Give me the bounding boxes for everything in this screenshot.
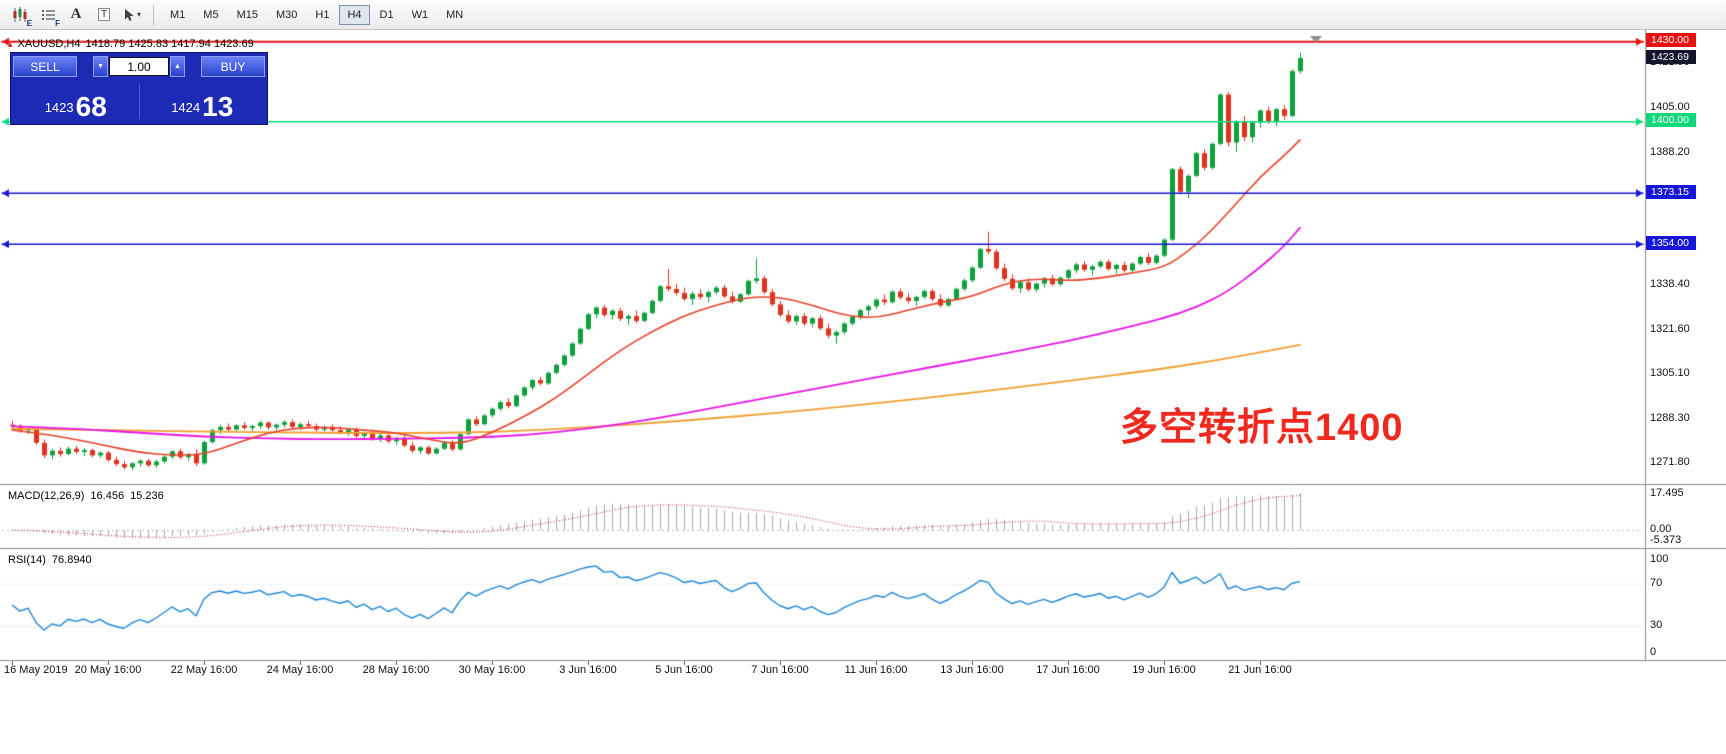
timeframe-d1[interactable]: D1 [372, 5, 402, 25]
buy-price-small: 1424 [171, 100, 201, 115]
timeframe-m5[interactable]: M5 [195, 5, 226, 25]
rsi-scale-label: 100 [1650, 553, 1669, 565]
chart-annotation[interactable]: 多空转折点1400 [1120, 407, 1404, 449]
buy-price: 1424 13 [140, 90, 266, 122]
timeframe-m15[interactable]: M15 [229, 5, 266, 25]
timeframe-h1[interactable]: H1 [307, 5, 337, 25]
dropdown-caret-icon: ▾ [136, 10, 141, 19]
timeframe-h4[interactable]: H4 [339, 4, 370, 25]
time-axis-label: 11 Jun 16:00 [844, 664, 908, 676]
time-axis[interactable] [0, 661, 1645, 683]
buy-price-big: 13 [202, 90, 234, 122]
buy-button[interactable]: BUY [201, 56, 265, 77]
timeframe-m1[interactable]: M1 [162, 5, 193, 25]
sell-price-big: 68 [75, 90, 107, 122]
timeframe-w1[interactable]: W1 [404, 5, 437, 25]
bid-price-badge: 1423.69 [1646, 50, 1696, 65]
toolbar-icon-group: E F A T ▾ [6, 4, 146, 28]
macd-scale-label: 17.495 [1650, 487, 1684, 499]
chart-title: ▴ XAUUSD,H4 1418.79 1425.83 1417.94 1423… [8, 38, 254, 50]
price-divider [138, 83, 140, 119]
rsi-label: RSI(14) 76.8940 [8, 554, 92, 566]
trade-panel-controls: SELL ▼ ▲ BUY [13, 55, 265, 78]
timeframe-mn[interactable]: MN [438, 5, 471, 25]
level-price-badge: 1430.00 [1646, 33, 1696, 48]
time-axis-label: 30 May 16:00 [458, 664, 526, 676]
volume-up-button[interactable]: ▲ [170, 56, 185, 77]
arrow-up-icon: ▲ [174, 63, 181, 70]
price-axis-tick: 1338.40 [1650, 278, 1690, 291]
level-price-badge: 1400.00 [1646, 113, 1696, 128]
sell-price: 1423 68 [13, 90, 139, 122]
time-axis-label: 3 Jun 16:00 [559, 664, 617, 676]
price-axis-tick: 1321.60 [1650, 322, 1690, 335]
time-axis-label: 20 May 16:00 [74, 664, 142, 676]
macd-signal-value: 15.236 [130, 490, 164, 502]
arrow-down-icon: ▼ [97, 63, 104, 70]
volume-control: ▼ ▲ [80, 56, 198, 77]
sell-price-small: 1423 [44, 100, 74, 115]
icon-sub-label: F [55, 18, 60, 28]
level-price-badge: 1354.00 [1646, 235, 1696, 250]
chart-canvas[interactable] [0, 30, 1726, 754]
timeframe-group: M1 M5 M15 M30 H1 H4 D1 W1 MN [161, 4, 472, 25]
trade-panel-prices: 1423 68 1424 13 [13, 78, 265, 122]
one-click-trading-panel: SELL ▼ ▲ BUY 1423 68 1424 13 [10, 52, 268, 125]
symbol-marker-icon: ▴ [8, 38, 13, 49]
price-axis-tick: 1271.80 [1650, 455, 1690, 468]
macd-label: MACD(12,26,9) 16.456 15.236 [8, 490, 164, 502]
level-price-badge: 1373.15 [1646, 184, 1696, 199]
toolbar-separator [153, 4, 154, 25]
volume-down-button[interactable]: ▼ [93, 56, 108, 77]
time-axis-label: 21 Jun 16:00 [1228, 664, 1292, 676]
volume-input[interactable] [109, 57, 169, 76]
price-axis-tick: 1388.20 [1650, 145, 1690, 158]
toolbar: E F A T ▾ M1 M5 M15 M30 H1 H4 D1 W1 MN [0, 0, 1726, 30]
timeframe-m30[interactable]: M30 [268, 5, 305, 25]
rsi-value: 76.8940 [51, 554, 92, 566]
time-axis-label: 7 Jun 16:00 [751, 664, 809, 676]
macd-scale-label: -5.373 [1650, 534, 1682, 546]
time-axis-label: 13 Jun 16:00 [940, 664, 1004, 676]
time-axis-label: 17 Jun 16:00 [1036, 664, 1100, 676]
time-axis-label: 24 May 16:00 [266, 664, 334, 676]
rsi-name: RSI(14) [8, 554, 46, 566]
macd-name: MACD(12,26,9) [8, 490, 85, 502]
rsi-scale-label: 30 [1650, 619, 1663, 632]
chart-ohlc-values: 1418.79 1425.83 1417.94 1423.69 [85, 38, 254, 50]
chart-symbol-period: XAUUSD,H4 [17, 38, 81, 50]
rsi-scale-label: 0 [1650, 646, 1657, 658]
time-axis-label: 16 May 2019 [4, 664, 68, 676]
macd-scale-label: 0.00 [1650, 523, 1672, 536]
price-axis-tick: 1405.00 [1650, 100, 1690, 113]
bar-chart-e-icon[interactable]: E [7, 4, 33, 28]
sell-button[interactable]: SELL [13, 56, 77, 77]
text-label-icon[interactable]: A [70, 6, 82, 22]
price-axis-tick: 1305.10 [1650, 366, 1690, 379]
macd-main-value: 16.456 [90, 490, 125, 502]
time-axis-label: 22 May 16:00 [170, 664, 238, 676]
list-f-icon[interactable]: F [35, 4, 61, 28]
chart-region: ▴ XAUUSD,H4 1418.79 1425.83 1417.94 1423… [0, 30, 1726, 754]
time-axis-label: 19 Jun 16:00 [1132, 664, 1196, 676]
cursor-tool-icon[interactable]: ▾ [119, 4, 145, 26]
time-axis-label: 28 May 16:00 [362, 664, 430, 676]
rsi-scale-label: 70 [1650, 576, 1663, 589]
time-axis-label: 5 Jun 16:00 [655, 664, 713, 676]
icon-sub-label: E [26, 18, 32, 28]
text-box-icon[interactable]: T [91, 4, 117, 26]
price-axis-tick: 1288.30 [1650, 411, 1690, 424]
